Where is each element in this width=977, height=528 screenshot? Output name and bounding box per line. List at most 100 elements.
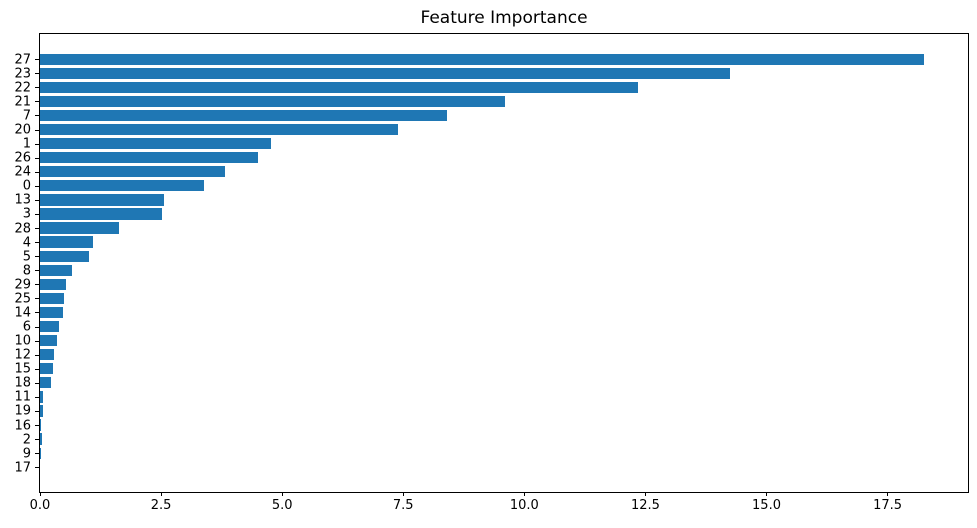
y-tick-label: 4 (22, 235, 31, 251)
y-tick-label: 9 (22, 446, 31, 462)
y-tick-mark (35, 213, 39, 215)
bar-feature-18 (40, 377, 52, 389)
y-tick-mark (35, 298, 39, 300)
bar-feature-27 (40, 53, 924, 65)
y-tick-mark (35, 256, 39, 258)
y-tick-mark (35, 228, 39, 230)
y-tick-mark (35, 129, 39, 131)
bar-feature-23 (40, 67, 731, 79)
bar-feature-16 (40, 419, 42, 431)
y-tick-label: 19 (14, 403, 31, 419)
y-tick-mark (35, 284, 39, 286)
y-tick-label: 24 (14, 164, 31, 180)
y-tick-label: 6 (22, 319, 31, 335)
x-tick-label: 2.5 (150, 498, 172, 513)
bar-feature-19 (40, 405, 43, 417)
y-tick-mark (35, 270, 39, 272)
bar-feature-20 (40, 123, 399, 136)
bar-feature-11 (40, 391, 44, 403)
bar-feature-12 (40, 349, 55, 361)
y-tick-label: 17 (14, 460, 31, 476)
y-tick-mark (35, 467, 39, 469)
y-tick-mark (35, 242, 39, 244)
y-tick-label: 25 (14, 291, 31, 307)
y-tick-mark (35, 199, 39, 201)
bar-feature-15 (40, 363, 54, 375)
y-tick-mark (35, 59, 39, 61)
bar-feature-24 (40, 166, 226, 178)
bar-feature-3 (40, 208, 163, 220)
y-tick-label: 20 (14, 122, 31, 138)
y-tick-label: 29 (14, 277, 31, 293)
bar-feature-14 (40, 306, 64, 319)
bar-feature-5 (40, 250, 89, 262)
y-tick-label: 10 (14, 333, 31, 349)
x-tick-mark (644, 492, 646, 496)
x-tick-label: 7.5 (392, 498, 414, 513)
y-tick-mark (35, 354, 39, 356)
x-tick-mark (39, 492, 41, 496)
y-tick-label: 7 (22, 108, 31, 124)
y-tick-label: 8 (22, 263, 31, 279)
y-tick-mark (35, 312, 39, 314)
plot-area: 27 23 22 21 7 20 1 26 24 0 13 3 28 4 5 8 29 25 14 6 10 12 15 18… (14, 33, 969, 513)
y-tick-label: 27 (14, 52, 31, 68)
y-tick-mark (35, 73, 39, 75)
bar-feature-10 (40, 334, 57, 347)
y-tick-mark (35, 326, 39, 328)
y-tick-label: 12 (14, 347, 31, 363)
bar-feature-28 (40, 222, 119, 234)
y-tick-mark (35, 143, 39, 145)
x-tick-mark (766, 492, 767, 496)
y-tick-mark (35, 171, 39, 173)
bar-feature-2 (40, 433, 43, 445)
y-tick-mark (35, 410, 39, 412)
bar-feature-26 (40, 152, 258, 164)
y-tick-label: 3 (22, 206, 31, 222)
x-tick-label: 0.0 (29, 498, 51, 513)
bar-feature-13 (40, 194, 164, 206)
bar-feature-6 (40, 320, 59, 333)
bar-feature-4 (40, 236, 94, 248)
x-tick-label: 10.0 (509, 498, 539, 513)
x-tick-label: 17.5 (873, 498, 903, 513)
y-tick-label: 16 (14, 418, 31, 434)
y-tick-label: 11 (14, 389, 31, 405)
y-tick-mark (35, 396, 39, 398)
bar-feature-22 (40, 81, 639, 93)
y-tick-label: 28 (14, 221, 31, 237)
bar-feature-29 (40, 278, 66, 290)
x-tick-mark (523, 492, 525, 496)
y-tick-mark (35, 382, 39, 384)
y-tick-label: 2 (22, 432, 31, 448)
y-tick-mark (35, 340, 39, 342)
y-tick-label: 15 (14, 361, 31, 377)
y-tick-label: 0 (22, 178, 31, 194)
y-tick-mark (35, 453, 39, 455)
y-tick-label: 1 (22, 136, 31, 152)
x-tick-mark (281, 492, 283, 496)
y-tick-mark (35, 425, 39, 427)
bar-feature-0 (40, 180, 205, 192)
y-tick-mark (35, 185, 39, 187)
y-tick-label: 13 (14, 192, 31, 208)
y-tick-mark (35, 101, 39, 103)
y-tick-mark (35, 368, 39, 370)
y-tick-label: 18 (14, 375, 31, 391)
y-tick-label: 22 (14, 80, 31, 96)
chart-title: Feature Importance (420, 8, 588, 28)
y-tick-label: 5 (22, 249, 31, 265)
y-tick-label: 26 (14, 150, 31, 166)
y-tick-mark (35, 157, 39, 159)
x-tick-mark (887, 492, 889, 496)
x-tick-label: 15.0 (752, 498, 781, 513)
bar-feature-1 (40, 137, 272, 150)
y-tick-mark (35, 87, 39, 89)
y-tick-mark (35, 115, 39, 117)
bar-feature-25 (40, 292, 65, 305)
x-tick-mark (402, 492, 404, 496)
y-tick-label: 23 (14, 66, 31, 82)
bar-feature-7 (40, 109, 447, 122)
y-tick-label: 21 (14, 94, 31, 110)
